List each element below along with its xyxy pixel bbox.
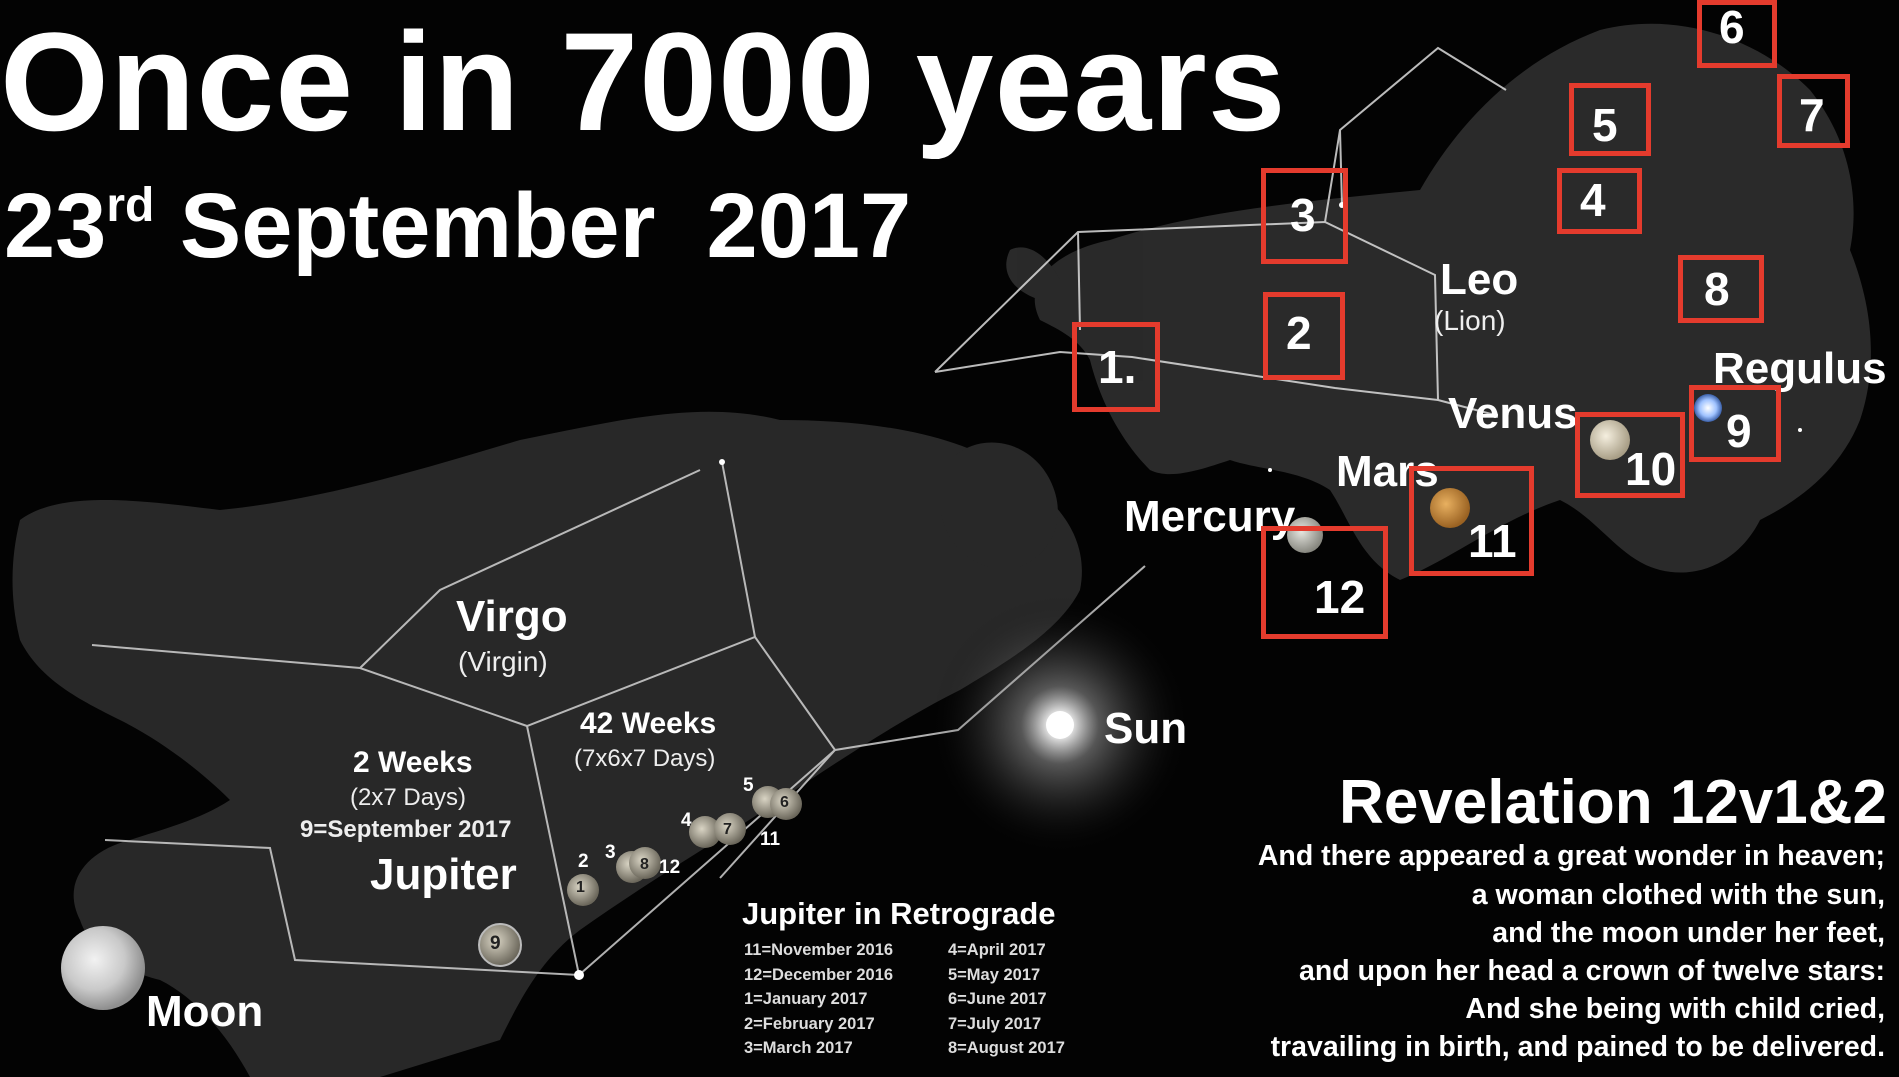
jupiter-pos-12: 12 [659,857,681,878]
jupiter-pos-7: 7 [723,821,732,838]
retro-month: 4=April 2017 [948,941,1046,959]
weeks-42-sublabel: (7x6x7 Days) [574,745,716,772]
star-box-1 [1072,322,1160,412]
star-number-6: 6 [1719,1,1745,53]
retro-month: 5=May 2017 [948,965,1041,984]
star-box-8 [1678,255,1764,323]
retro-month: 7=July 2017 [948,1014,1042,1033]
revelation-title: Revelation 12v1&2 [1339,768,1887,837]
weeks-42-label: 42 Weeks [580,707,717,740]
star-box-12 [1261,526,1388,639]
star-box-5 [1569,83,1651,156]
star-number-8: 8 [1704,263,1730,315]
jupiter-pos-6: 6 [780,794,789,811]
revelation-line: travailing in birth, and pained to be de… [1270,1031,1885,1063]
virgo-silhouette [12,411,1082,1077]
retrograde-title: Jupiter in Retrograde [742,896,1056,931]
regulus-star [1694,394,1722,422]
mercury-label: Mercury [1124,492,1296,541]
revelation-line: a woman clothed with the sun, [1471,879,1885,911]
star-box-4 [1557,168,1642,234]
star-number-5: 5 [1592,99,1618,151]
small-stars [574,202,1802,980]
date-rest: September 2017 [179,175,912,277]
retro-month: 1=January 2017 [744,990,868,1008]
jupiter-pos-11: 11 [760,829,781,850]
virgo-label: Virgo [456,592,568,641]
retro-month: 2=February 2017 [744,1014,875,1033]
revelation-line: and upon her head a crown of twelve star… [1299,955,1885,987]
jupiter-pos-8: 8 [640,856,649,873]
star-box-7 [1777,74,1850,148]
venus-label: Venus [1448,389,1578,438]
star-number-7: 7 [1799,89,1825,141]
jupiter-pos-3: 3 [605,842,616,863]
mars-label: Mars [1336,447,1439,496]
star-box-9 [1689,385,1781,462]
moon-label: Moon [146,987,264,1036]
jupiter-track [478,786,802,967]
date-suffix: rd [106,179,155,232]
virgo-sublabel: (Virgin) [458,646,548,677]
retrograde-months-right: 4=April 2017 5=May 2017 6=June 2017 7=Ju… [948,938,1065,1061]
jupiter-pos-1: 1 [576,879,585,896]
regulus-label: Regulus [1713,344,1887,393]
revelation-line: And she being with child cried, [1465,993,1885,1025]
event-date: 23rd September 2017 [4,180,911,272]
weeks-2-sublabel: (2x7 Days) [350,784,467,811]
star-number-1: 1. [1098,341,1137,393]
venus-disc [1590,420,1630,460]
star-number-9: 9 [1726,405,1752,457]
weeks-2-note: 9=September 2017 [300,816,512,843]
leo-silhouette [1006,23,1871,581]
star-box-3 [1261,168,1348,264]
star-number-10: 10 [1625,443,1677,495]
main-title: Once in 7000 years [0,3,1287,160]
retro-month: 12=December 2016 [744,965,894,984]
jupiter-pos-2: 2 [578,851,589,872]
retro-month: 6=June 2017 [948,990,1047,1008]
retro-month: 8=August 2017 [948,1039,1065,1057]
star-number-3: 3 [1290,189,1316,241]
leo-lines [934,46,1507,416]
mars-disc [1430,488,1470,528]
retro-month: 11=November 2016 [744,941,894,959]
revelation-line: And there appeared a great wonder in hea… [1257,840,1885,872]
star-number-11: 11 [1468,515,1517,567]
star-box-6 [1697,0,1777,68]
star-number-2: 2 [1286,307,1312,359]
date-day: 23 [4,175,107,277]
revelation-line: and the moon under her feet, [1492,917,1885,949]
star-number-4: 4 [1580,174,1606,226]
sun-label: Sun [1104,704,1188,753]
retro-month: 3=March 2017 [744,1039,853,1057]
star-box-10 [1575,412,1685,498]
moon-disc [61,926,145,1010]
jupiter-pos-5: 5 [743,775,754,796]
star-box-11 [1409,466,1534,576]
jupiter-pos-9: 9 [490,933,501,954]
star-box-2 [1263,292,1345,380]
weeks-2-label: 2 Weeks [353,746,473,779]
jupiter-pos-4: 4 [681,810,692,831]
leo-sublabel: (Lion) [1434,305,1506,336]
jupiter-label: Jupiter [370,850,517,899]
leo-label: Leo [1440,255,1519,304]
retrograde-months-left: 11=November 2016 12=December 2016 1=Janu… [744,938,893,1061]
star-number-12: 12 [1314,571,1366,623]
